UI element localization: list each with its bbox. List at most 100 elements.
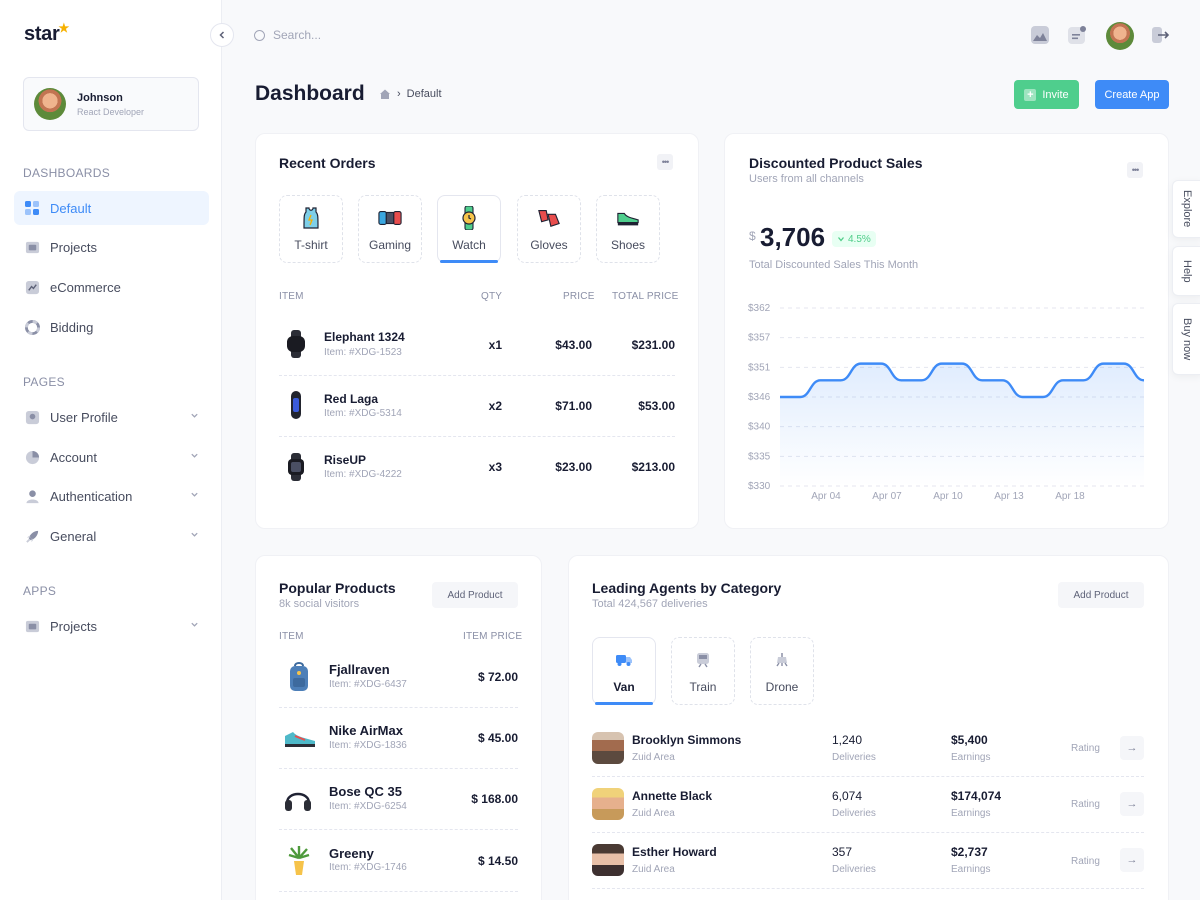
sidebar-item-ecommerce[interactable]: eCommerce — [14, 270, 209, 304]
row-divider — [279, 375, 675, 376]
sidebar-item-authentication[interactable]: Authentication — [14, 479, 209, 513]
sidebar-item-label: Projects — [50, 618, 97, 634]
chevron-down-icon — [191, 492, 198, 497]
agent-name[interactable]: Annette Black — [632, 789, 713, 803]
sales-area-chart: $362 $357 $351 $346 $340 $335 $330 Apr 04 Apr 07… — [748, 303, 1145, 502]
y-tick-label: $330 — [748, 481, 771, 492]
leading-agents-title: Leading Agents by Category — [592, 580, 782, 596]
order-item-name[interactable]: RiseUP — [324, 453, 367, 467]
agent-name[interactable]: Esther Howard — [632, 845, 717, 859]
gamepad-icon — [378, 206, 402, 230]
product-name[interactable]: Greeny — [329, 846, 374, 861]
column-header-item: ITEM — [279, 631, 304, 642]
search-icon — [254, 29, 265, 41]
arrow-right-icon: → — [1126, 854, 1138, 866]
add-product-button[interactable]: Add Product — [432, 582, 518, 608]
section-pages: PAGES — [23, 375, 65, 389]
column-header-total: TOTAL PRICE — [612, 291, 679, 302]
image-icon[interactable] — [1031, 26, 1049, 44]
tab-drone[interactable]: Drone — [750, 637, 814, 705]
row-divider — [279, 891, 518, 892]
order-total: $213.00 — [631, 460, 675, 474]
invite-button[interactable]: + Invite — [1014, 80, 1079, 109]
logout-icon[interactable] — [1152, 26, 1170, 44]
drone-icon — [770, 648, 794, 672]
section-dashboards: DASHBOARDS — [23, 166, 111, 180]
tshirt-icon — [299, 206, 323, 230]
tab-label: Watch — [452, 238, 486, 252]
tab-shoes[interactable]: Shoes — [596, 195, 660, 263]
product-name[interactable]: Nike AirMax — [329, 723, 403, 738]
chart-icon — [24, 279, 40, 295]
more-options-button[interactable]: ••• — [657, 154, 673, 170]
add-product-button[interactable]: Add Product — [1058, 582, 1144, 608]
product-name[interactable]: Bose QC 35 — [329, 784, 402, 799]
tab-van[interactable]: Van — [592, 637, 656, 705]
star-icon: ★ — [58, 21, 70, 35]
create-app-button[interactable]: Create App — [1095, 80, 1169, 109]
help-tab[interactable]: Help — [1172, 246, 1200, 296]
brand-logo[interactable]: star★ — [24, 21, 70, 45]
sidebar-item-apps-projects[interactable]: Projects — [14, 609, 209, 643]
sidebar-item-label: Bidding — [50, 319, 94, 335]
tab-train[interactable]: Train — [671, 637, 735, 705]
product-name[interactable]: Fjallraven — [329, 662, 390, 677]
tab-gaming[interactable]: Gaming — [358, 195, 422, 263]
view-agent-button[interactable]: → — [1120, 848, 1144, 872]
tab-watch[interactable]: Watch — [437, 195, 501, 263]
sidebar-item-default[interactable]: Default — [14, 191, 209, 225]
gloves-icon — [537, 206, 561, 230]
lifebuoy-icon — [24, 319, 40, 335]
tab-label: Gaming — [368, 238, 412, 252]
sidebar-item-user-profile[interactable]: User Profile — [14, 400, 209, 434]
view-agent-button[interactable]: → — [1120, 736, 1144, 760]
row-divider — [279, 768, 518, 769]
page-title: Dashboard — [255, 82, 365, 105]
buy-now-tab[interactable]: Buy now — [1172, 303, 1200, 375]
more-options-button[interactable]: ••• — [1127, 162, 1143, 178]
earnings-label: Earnings — [951, 752, 991, 763]
order-item-name[interactable]: Elephant 1324 — [324, 330, 405, 344]
shoe-icon — [616, 206, 640, 230]
home-icon[interactable] — [379, 88, 391, 100]
search-bar[interactable]: Search... — [254, 28, 321, 42]
tab-label: Shoes — [610, 238, 646, 252]
sidebar-item-general[interactable]: General — [14, 519, 209, 553]
tab-gloves[interactable]: Gloves — [517, 195, 581, 263]
agent-earnings: $174,074 — [951, 789, 1002, 803]
y-tick-label: $351 — [748, 362, 771, 373]
sidebar-item-account[interactable]: Account — [14, 440, 209, 474]
column-header-item: ITEM — [279, 291, 304, 302]
rating-label: Rating — [1071, 856, 1100, 867]
deliveries-label: Deliveries — [832, 864, 876, 875]
sidebar: star★ Johnson React Developer DASHBOARDS… — [0, 0, 222, 900]
deliveries-label: Deliveries — [832, 808, 876, 819]
product-thumbnail — [281, 329, 311, 359]
sidebar-item-projects[interactable]: Projects — [14, 230, 209, 264]
row-divider — [279, 436, 675, 437]
tab-tshirt[interactable]: T-shirt — [279, 195, 343, 263]
recent-orders-card — [255, 133, 699, 529]
notification-icon[interactable] — [1068, 26, 1086, 44]
product-price: $ 45.00 — [477, 731, 518, 745]
tab-label: Gloves — [530, 238, 568, 252]
explore-tab[interactable]: Explore — [1172, 180, 1200, 238]
view-agent-button[interactable]: → — [1120, 792, 1144, 816]
agent-name[interactable]: Brooklyn Simmons — [632, 733, 742, 747]
tab-label: Drone — [765, 680, 799, 694]
column-header-qty: QTY — [481, 291, 503, 302]
pie-icon — [24, 449, 40, 465]
avatar — [34, 88, 66, 120]
product-code: Item: #XDG-1746 — [329, 862, 407, 873]
user-card[interactable]: Johnson React Developer — [23, 77, 199, 131]
order-item-name[interactable]: Red Laga — [324, 392, 379, 406]
sidebar-item-bidding[interactable]: Bidding — [14, 310, 209, 344]
row-divider — [592, 888, 1144, 889]
collapse-sidebar-button[interactable] — [210, 23, 234, 47]
search-input[interactable]: Search... — [273, 28, 322, 42]
avatar[interactable] — [1106, 22, 1134, 50]
product-thumbnail — [284, 662, 314, 692]
row-divider — [592, 832, 1144, 833]
product-thumbnail — [281, 452, 311, 482]
dots-icon: ••• — [661, 156, 670, 167]
